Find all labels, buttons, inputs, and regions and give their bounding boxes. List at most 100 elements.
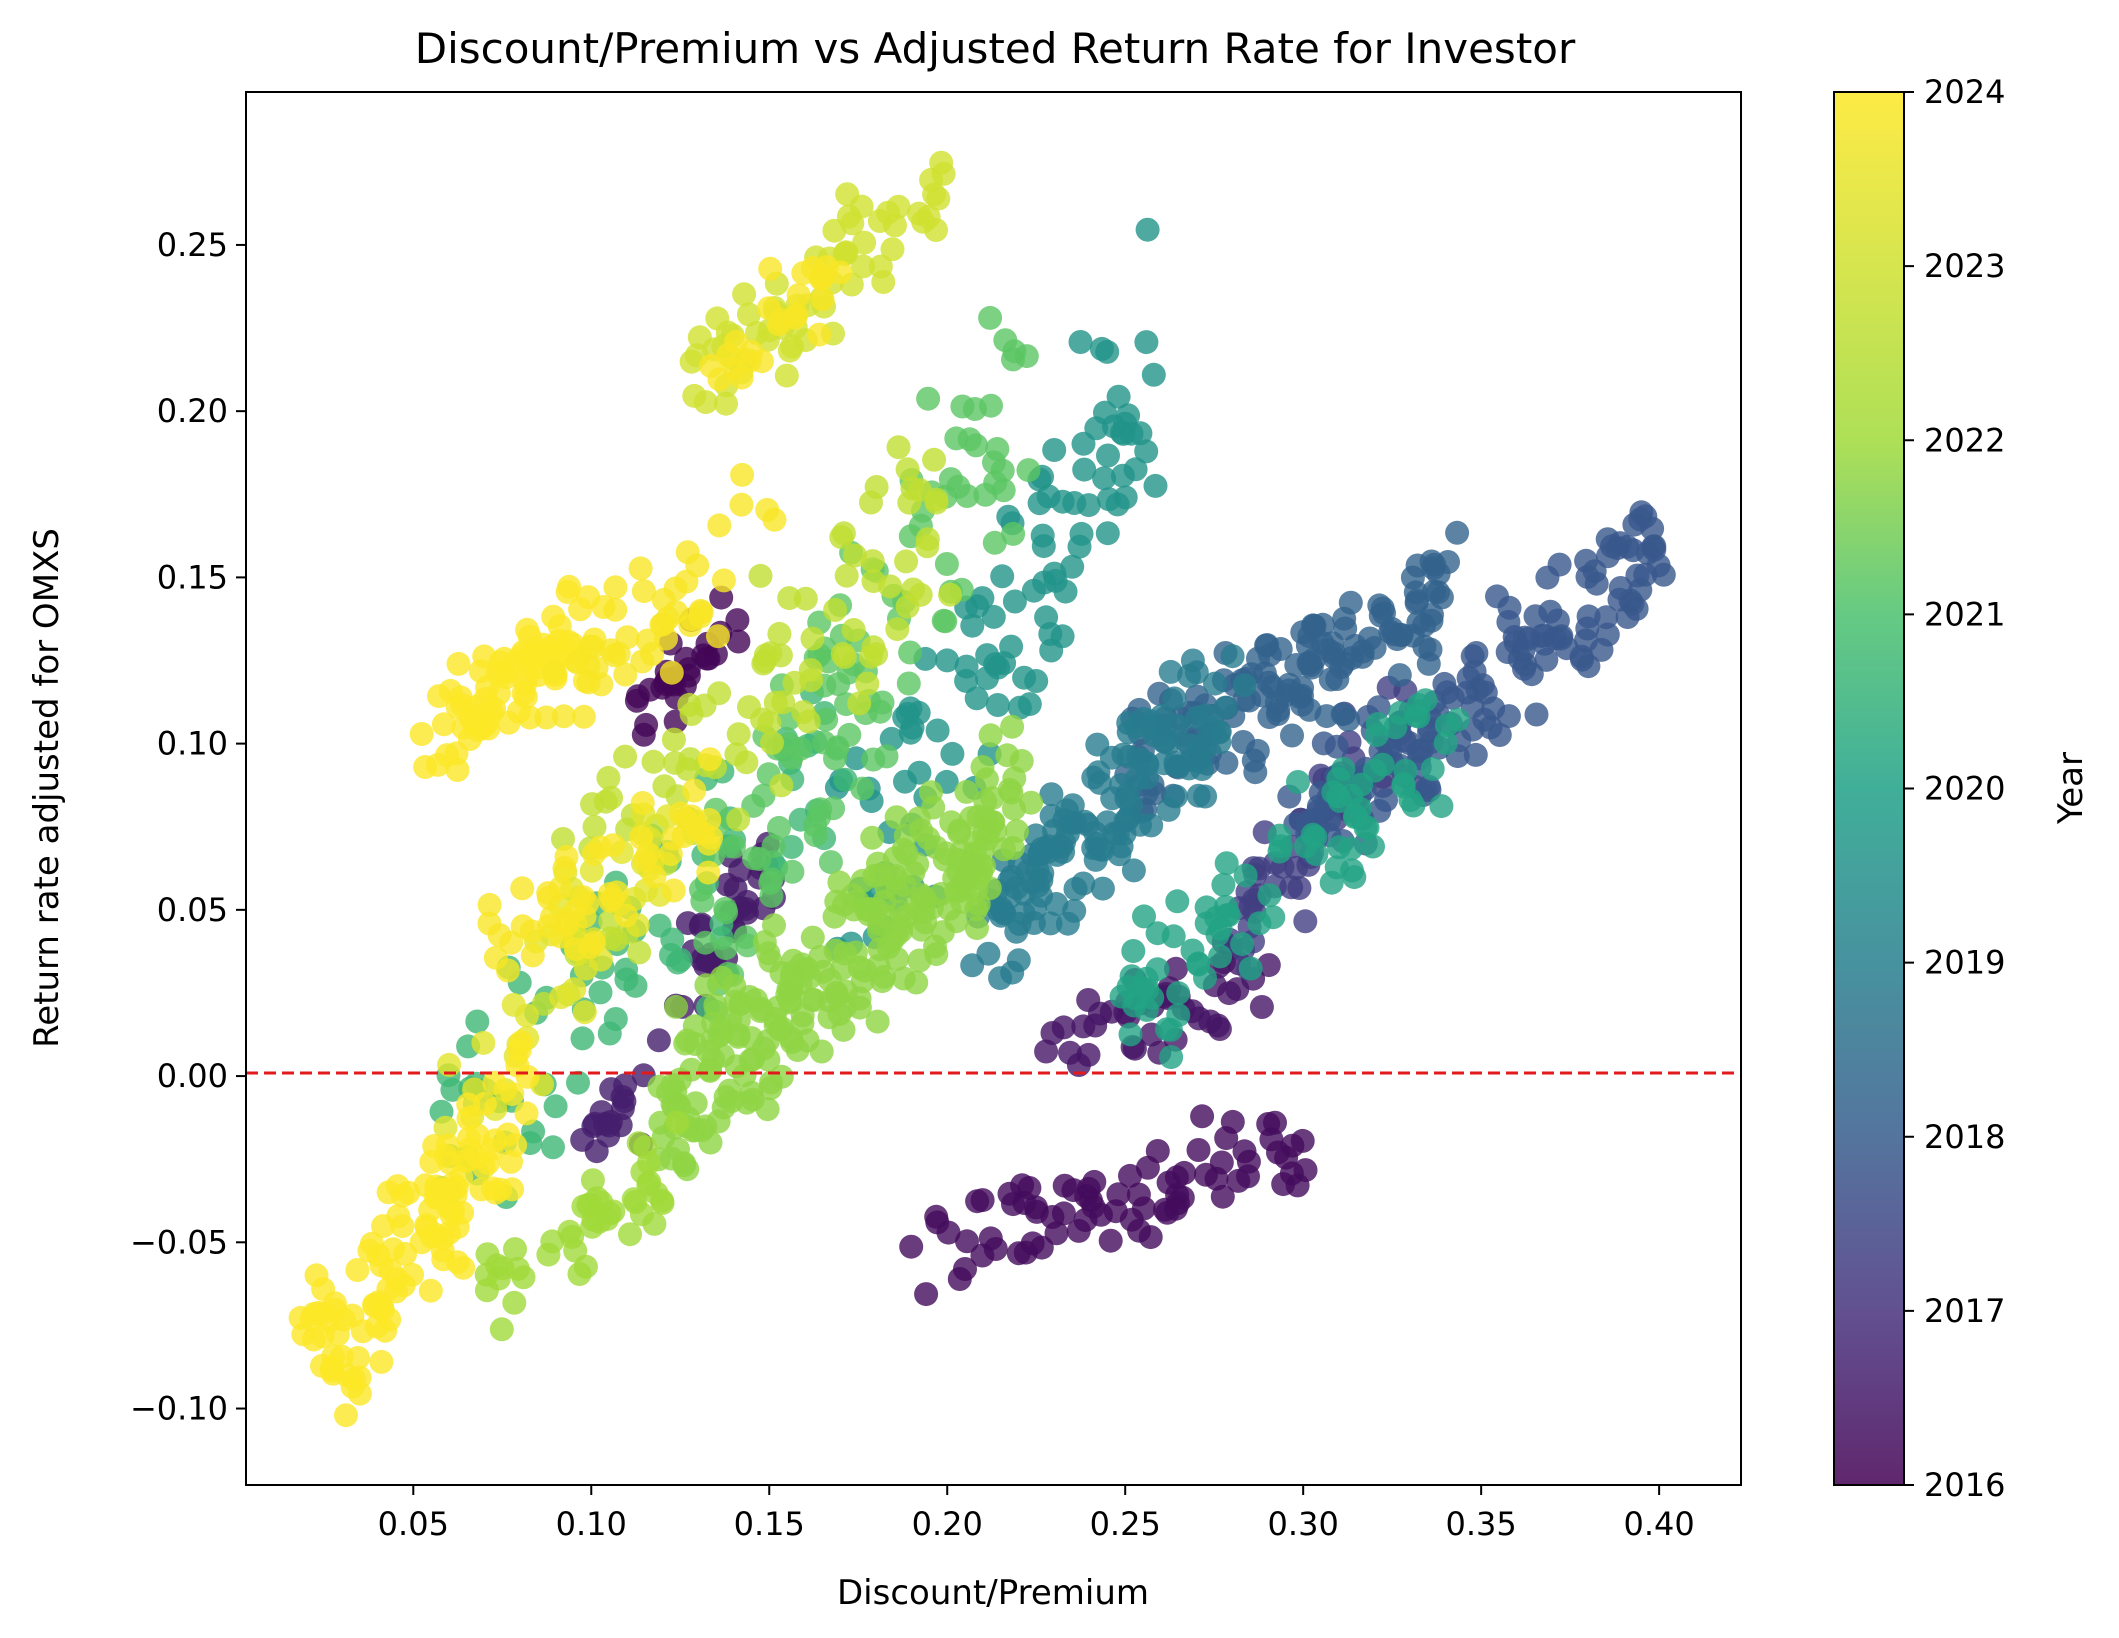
scatter-point: [861, 747, 886, 772]
scatter-point: [1463, 742, 1488, 767]
scatter-point: [978, 305, 1003, 330]
scatter-point: [1049, 834, 1074, 859]
scatter-point: [503, 1237, 527, 1262]
scatter-point: [1197, 722, 1222, 747]
scatter-point: [1119, 964, 1144, 989]
scatter-point: [883, 213, 907, 238]
scatter-point: [939, 810, 964, 835]
scatter-point: [1216, 903, 1241, 927]
x-tick-label: 0.20: [912, 1505, 983, 1543]
scatter-point: [537, 914, 561, 938]
scatter-point: [1156, 1170, 1181, 1195]
scatter-point: [1083, 847, 1108, 872]
scatter-point: [1007, 695, 1032, 720]
scatter-point: [771, 690, 796, 715]
scatter-point: [571, 704, 596, 729]
scatter-point: [641, 749, 666, 774]
scatter-point: [626, 1131, 651, 1156]
scatter-point: [659, 943, 683, 967]
scatter-point: [832, 645, 857, 669]
scatter-point: [1246, 646, 1270, 671]
scatter-point: [885, 879, 910, 904]
scatter-point: [990, 564, 1015, 589]
scatter-point: [979, 393, 1003, 418]
scatter-point: [938, 582, 963, 607]
scatter-point: [1132, 904, 1156, 929]
scatter-point: [758, 870, 783, 895]
scatter-point: [1095, 521, 1120, 546]
scatter-point: [1164, 956, 1188, 981]
scatter-point: [693, 390, 718, 415]
scatter-point: [1186, 1006, 1211, 1031]
scatter-point: [861, 569, 886, 594]
scatter-point: [1445, 520, 1470, 545]
scatter-point: [1135, 765, 1159, 790]
scatter-point: [989, 896, 1014, 921]
scatter-point: [1068, 330, 1093, 354]
scatter-point: [1166, 1003, 1191, 1028]
scatter-point: [1339, 783, 1364, 808]
scatter-point: [1076, 988, 1101, 1012]
scatter-point: [1073, 1208, 1098, 1232]
scatter-point: [915, 527, 940, 552]
scatter-point: [1123, 457, 1148, 482]
scatter-point: [960, 613, 985, 638]
scatter-point: [985, 693, 1010, 717]
scatter-point: [499, 930, 524, 955]
scatter-point: [1391, 774, 1416, 799]
scatter-point: [1038, 622, 1063, 646]
scatter-point: [679, 349, 704, 374]
scatter-point: [475, 1242, 500, 1267]
scatter-point: [621, 1187, 646, 1212]
scatter-point: [1535, 565, 1560, 590]
scatter-point: [1052, 1173, 1077, 1198]
scatter-point: [638, 677, 662, 702]
scatter-point: [1213, 695, 1238, 720]
scatter-point: [672, 1153, 697, 1178]
scatter-point: [433, 1115, 458, 1140]
scatter-point: [628, 556, 653, 581]
scatter-point: [614, 903, 639, 928]
scatter-point: [647, 913, 672, 938]
scatter-point: [872, 964, 897, 989]
scatter-point: [858, 644, 883, 669]
scatter-point: [737, 695, 761, 720]
scatter-point: [509, 1030, 534, 1055]
scatter-point: [542, 659, 566, 684]
scatter-point: [830, 956, 855, 981]
x-axis-label: Discount/Premium: [837, 1573, 1149, 1613]
scatter-point: [599, 785, 624, 810]
scatter-point: [1233, 863, 1258, 888]
scatter-point: [604, 880, 629, 905]
scatter-point: [701, 1047, 726, 1072]
scatter-point: [483, 1128, 508, 1153]
scatter-point: [829, 525, 854, 550]
scatter-point: [1071, 431, 1096, 456]
scatter-point: [976, 941, 1001, 966]
colorbar-tick-label: 2024: [1924, 73, 2005, 111]
scatter-point: [369, 1349, 394, 1374]
scatter-point: [1014, 344, 1039, 369]
scatter-point: [898, 640, 923, 665]
scatter-point: [1000, 714, 1025, 739]
scatter-point: [469, 1177, 494, 1202]
scatter-point: [1495, 640, 1520, 665]
scatter-point: [807, 322, 832, 347]
scatter-point: [1031, 534, 1056, 559]
scatter-point: [1286, 770, 1310, 794]
scatter-point: [885, 617, 910, 642]
scatter-point: [1266, 1140, 1290, 1165]
scatter-point: [752, 930, 777, 955]
scatter-point: [1143, 473, 1168, 498]
scatter-point: [729, 492, 754, 517]
scatter-point: [536, 881, 561, 906]
scatter-point: [665, 1110, 690, 1135]
scatter-point: [791, 261, 816, 286]
scatter-point: [715, 872, 740, 897]
scatter-point: [893, 823, 918, 848]
scatter-point: [1086, 760, 1111, 785]
colorbar-tick-label: 2019: [1924, 944, 2005, 982]
scatter-point: [1338, 836, 1363, 861]
scatter-point: [661, 727, 686, 752]
